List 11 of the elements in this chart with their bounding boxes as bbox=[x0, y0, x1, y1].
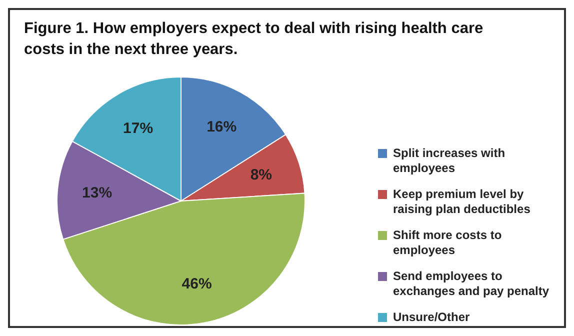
data-label: 13% bbox=[82, 184, 112, 202]
legend-label: Unsure/Other bbox=[393, 310, 470, 325]
data-label: 8% bbox=[250, 166, 272, 184]
data-label: 46% bbox=[182, 275, 212, 292]
chart-title: Figure 1. How employers expect to deal with rising health care costs in the next three years. bbox=[24, 19, 484, 60]
legend-label: Shift more costs to employees bbox=[393, 228, 503, 258]
data-label: 17% bbox=[123, 120, 154, 137]
legend-label: Split increases with employees bbox=[393, 146, 506, 176]
legend-label: Keep premium level by raising plan deductibles bbox=[393, 187, 532, 217]
legend-label: Send employees to exchanges and pay penalty bbox=[393, 269, 550, 299]
data-label: 16% bbox=[206, 118, 237, 136]
